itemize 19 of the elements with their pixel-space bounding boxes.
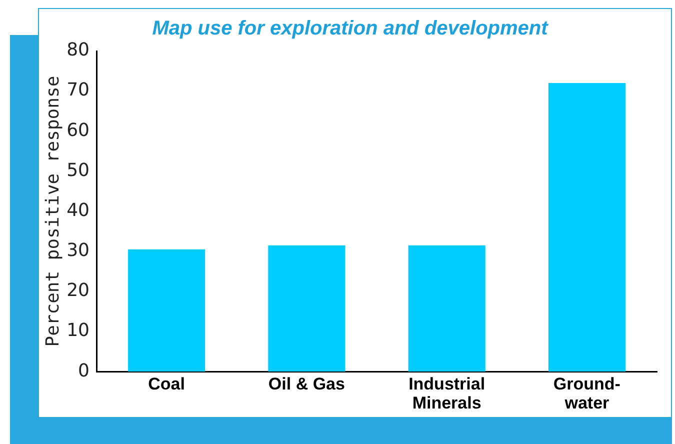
y-tick-label: 40 bbox=[66, 200, 90, 221]
y-tick-label: 80 bbox=[66, 40, 90, 61]
y-axis-title: Percent positive response bbox=[42, 76, 64, 347]
x-tick-label: Oil & Gas bbox=[268, 374, 345, 394]
x-tick-label: Ground-water bbox=[553, 374, 620, 412]
x-tick-label: Coal bbox=[148, 374, 185, 394]
chart-title: Map use for exploration and development bbox=[152, 18, 550, 40]
y-tick-label: 10 bbox=[66, 320, 90, 342]
y-tick-label: 60 bbox=[66, 120, 90, 141]
y-tick-label: 30 bbox=[66, 240, 90, 262]
bar bbox=[128, 249, 206, 372]
y-tick-label: 20 bbox=[66, 280, 90, 302]
y-tick-label: 70 bbox=[66, 80, 90, 101]
y-tick-label: 50 bbox=[66, 160, 90, 181]
y-tick-label: 0 bbox=[78, 360, 90, 382]
bar bbox=[548, 83, 626, 372]
bar bbox=[268, 245, 346, 372]
bar bbox=[408, 245, 486, 372]
x-tick-label: Industrial Minerals bbox=[408, 374, 486, 412]
